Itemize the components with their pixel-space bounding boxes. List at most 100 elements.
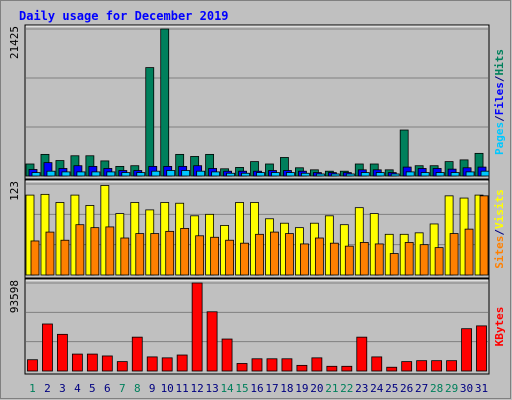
bar-pages bbox=[480, 170, 490, 177]
x-tick-label: 3 bbox=[59, 382, 66, 395]
bar-visits bbox=[235, 202, 244, 276]
bar-kbytes bbox=[191, 282, 203, 372]
bar-kbytes bbox=[236, 363, 248, 372]
bar-kbytes bbox=[476, 325, 487, 372]
bar-kbytes bbox=[251, 358, 263, 372]
legend-entry: / bbox=[493, 75, 506, 82]
bar-sites bbox=[449, 233, 459, 276]
x-tick-label: 11 bbox=[176, 382, 189, 395]
bar-kbytes bbox=[221, 338, 233, 372]
bar-sites bbox=[374, 243, 384, 276]
bar-sites bbox=[404, 242, 414, 276]
bar-pages bbox=[241, 172, 250, 177]
bar-kbytes bbox=[416, 360, 428, 372]
bar-pages bbox=[315, 173, 325, 177]
bar-pages bbox=[61, 171, 71, 177]
bar-kbytes bbox=[116, 361, 128, 372]
bar-sites bbox=[434, 247, 444, 276]
x-tick-label: 12 bbox=[191, 382, 204, 395]
x-tick-label: 27 bbox=[415, 382, 428, 395]
bar-visits bbox=[25, 194, 35, 276]
x-tick-label: 2 bbox=[44, 382, 51, 395]
legend-entry: Hits bbox=[493, 49, 506, 76]
bar-pages bbox=[301, 172, 310, 177]
bar-sites bbox=[195, 235, 205, 276]
bar-sites bbox=[105, 226, 115, 276]
panel-legend: Pages/Files/Hits bbox=[493, 49, 506, 155]
x-tick-label: 26 bbox=[400, 382, 413, 395]
x-tick-label: 19 bbox=[295, 382, 308, 395]
bar-pages bbox=[465, 171, 475, 177]
x-tick-label: 9 bbox=[149, 382, 156, 395]
bar-kbytes bbox=[281, 358, 293, 372]
x-tick-label: 22 bbox=[340, 382, 353, 395]
bar-pages bbox=[151, 170, 161, 177]
bar-kbytes bbox=[27, 359, 38, 372]
x-tick-label: 14 bbox=[220, 382, 234, 395]
bar-pages bbox=[286, 172, 295, 177]
y-max-label: 21425 bbox=[8, 26, 21, 59]
x-tick-label: 5 bbox=[89, 382, 96, 395]
legend-entry: / bbox=[493, 115, 506, 122]
bar-sites bbox=[314, 237, 324, 276]
x-tick-label: 6 bbox=[104, 382, 111, 395]
bar-pages bbox=[121, 172, 131, 177]
legend-entry: Pages bbox=[493, 122, 506, 155]
bar-kbytes bbox=[71, 353, 83, 372]
x-tick-label: 30 bbox=[460, 382, 473, 395]
bar-pages bbox=[271, 172, 280, 177]
x-tick-label: 13 bbox=[205, 382, 218, 395]
bar-sites bbox=[300, 243, 309, 276]
bar-kbytes bbox=[386, 366, 398, 372]
bar-sites bbox=[45, 231, 55, 276]
bar-pages bbox=[360, 172, 370, 177]
bar-sites bbox=[225, 239, 234, 276]
x-tick-label: 29 bbox=[445, 382, 458, 395]
bar-kbytes bbox=[446, 360, 457, 372]
legend-entry: Sites bbox=[493, 236, 506, 269]
x-tick-label: 28 bbox=[430, 382, 443, 395]
bar-pages bbox=[390, 173, 400, 177]
legend-entry: Files bbox=[493, 82, 506, 115]
bar-pages bbox=[76, 171, 86, 177]
panel-legend: KBytes bbox=[493, 307, 506, 347]
bar-sites bbox=[270, 231, 279, 276]
bar-hits bbox=[145, 67, 155, 177]
bar-visits bbox=[354, 207, 364, 276]
bar-kbytes bbox=[371, 356, 383, 372]
kbytes-panel: 93598 KBytes bbox=[8, 278, 506, 375]
legend-entry: KBytes bbox=[493, 307, 506, 347]
bar-sites bbox=[90, 227, 100, 276]
bar-sites bbox=[344, 245, 354, 276]
bar-pages bbox=[256, 172, 265, 177]
bar-kbytes bbox=[57, 333, 68, 372]
bar-pages bbox=[46, 170, 56, 177]
bar-sites bbox=[60, 239, 70, 276]
bar-kbytes bbox=[326, 365, 338, 372]
bar-kbytes bbox=[146, 356, 158, 372]
x-tick-label: 21 bbox=[325, 382, 338, 395]
x-tick-label: 18 bbox=[280, 382, 293, 395]
bar-kbytes bbox=[401, 361, 413, 372]
bar-kbytes bbox=[356, 336, 368, 372]
panel-frame bbox=[24, 24, 490, 180]
bar-sites bbox=[135, 233, 145, 276]
bar-kbytes bbox=[101, 355, 113, 372]
bar-pages bbox=[91, 171, 101, 177]
bar-kbytes bbox=[431, 360, 443, 372]
bar-pages bbox=[211, 171, 221, 177]
chart-title: Daily usage for December 2019 bbox=[19, 9, 229, 23]
bar-sites bbox=[240, 242, 249, 276]
x-tick-label: 31 bbox=[475, 382, 488, 395]
bar-sites bbox=[464, 228, 474, 276]
bar-pages bbox=[420, 172, 430, 177]
x-tick-label: 4 bbox=[74, 382, 81, 395]
bar-sites bbox=[389, 253, 399, 276]
bar-visits bbox=[55, 202, 65, 276]
x-tick-label: 23 bbox=[355, 382, 368, 395]
x-tick-label: 16 bbox=[250, 382, 263, 395]
bar-sites bbox=[210, 236, 220, 276]
bar-pages bbox=[196, 170, 206, 177]
